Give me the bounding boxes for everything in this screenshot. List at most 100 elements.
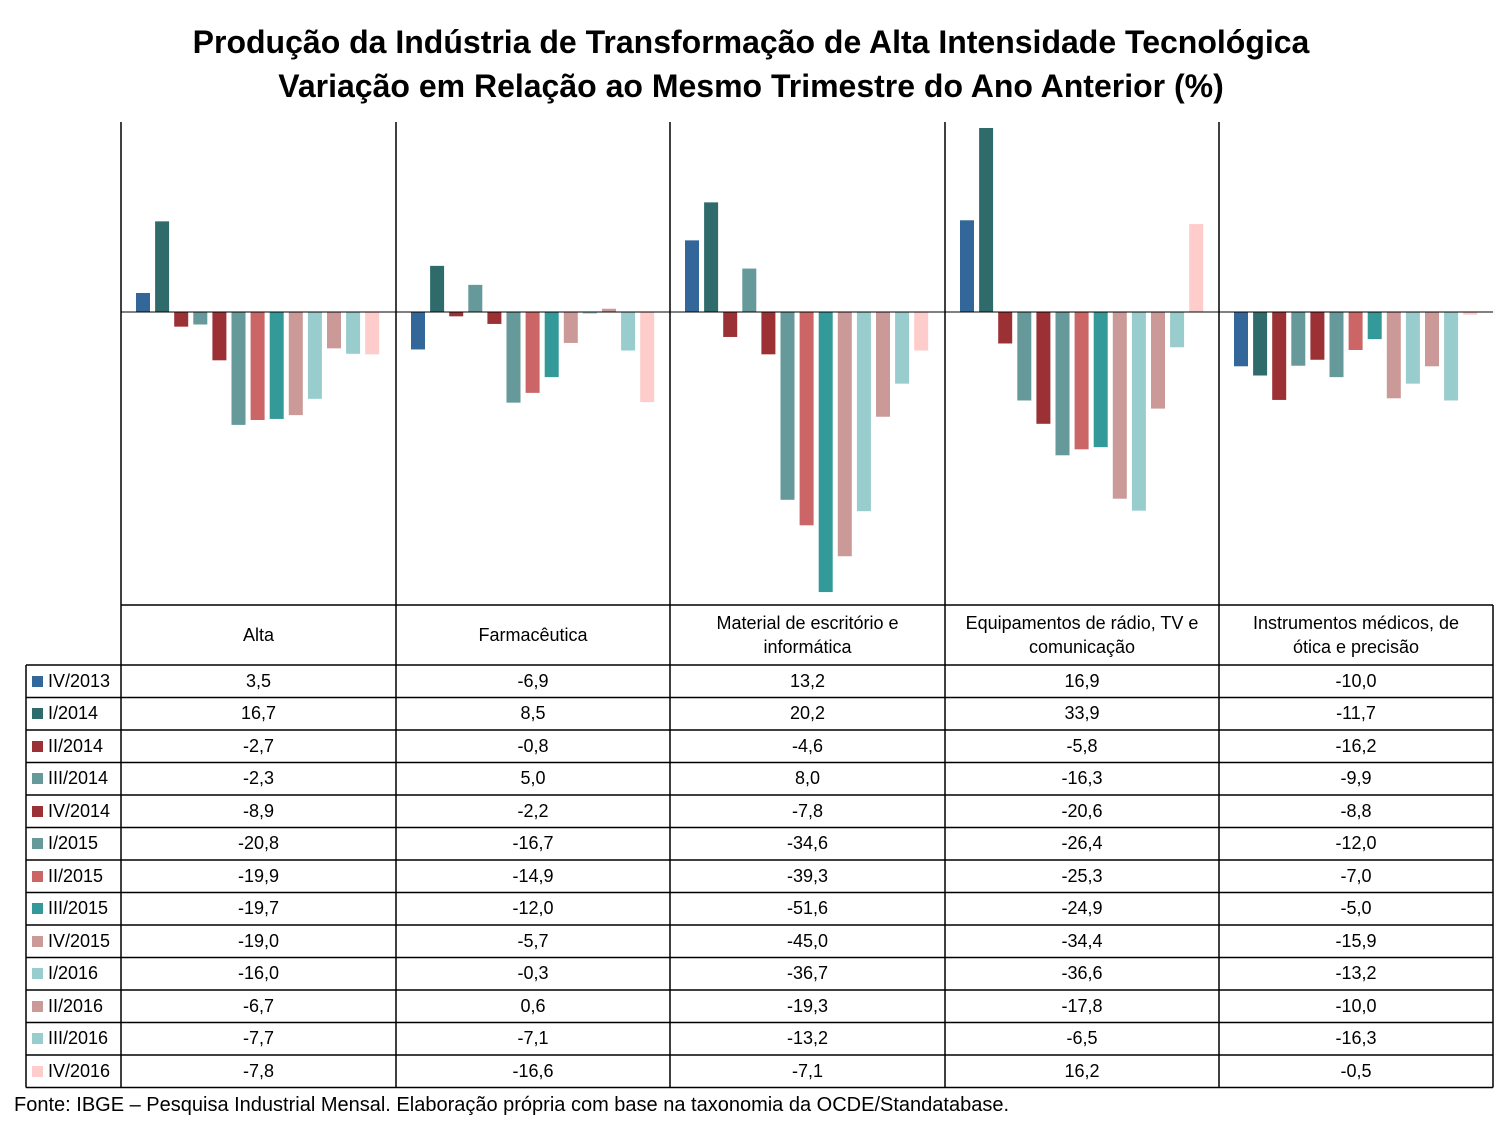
legend-row-label: I/2015	[26, 828, 120, 860]
bar-II-2014-1	[449, 312, 464, 317]
bar-III-2016-4	[1444, 312, 1459, 401]
bar-I-2015-2	[780, 312, 795, 500]
bar-II-2014-0	[174, 312, 189, 327]
table-cell: -19,0	[237, 930, 280, 951]
bar-II-2016-4	[1425, 312, 1439, 367]
table-cell: -7,8	[242, 1060, 275, 1081]
bar-IV-2016-2	[914, 312, 929, 351]
category-label-4: Instrumentos médicos, de ótica e precisão	[1252, 613, 1460, 657]
bar-III-2015-2	[818, 312, 833, 593]
table-cell: -2,3	[242, 768, 275, 788]
table-cell: 16,7	[240, 703, 277, 723]
table-cell: -5,7	[517, 930, 549, 951]
bar-IV-2016-0	[365, 312, 380, 355]
bar-IV-2014-0	[212, 312, 227, 361]
bar-IV-2016-4	[1463, 312, 1478, 315]
table-cell: -0,3	[517, 963, 549, 983]
series-name: IV/2014	[48, 800, 111, 821]
bar-II-2014-2	[723, 312, 738, 337]
legend-swatch	[32, 805, 43, 817]
bar-III-2014-1	[468, 284, 483, 312]
table-cell: -25,3	[1061, 865, 1103, 886]
bar-I-2015-1	[506, 312, 521, 403]
legend-row-label: II/2016	[26, 990, 120, 1022]
table-cell: -7,0	[1340, 865, 1372, 886]
series-name: I/2014	[48, 703, 99, 723]
legend-row-label: III/2014	[26, 763, 120, 795]
table-cell: -51,6	[786, 898, 829, 918]
legend-swatch	[32, 740, 43, 752]
bar-IV-2013-0	[136, 293, 150, 312]
table-cell: -7,8	[791, 800, 824, 821]
series-name: IV/2015	[48, 930, 111, 951]
bar-II-2015-2	[799, 312, 814, 526]
table-cell: -5,0	[1340, 898, 1372, 918]
series-name: I/2016	[48, 963, 99, 983]
table-cell: -7,7	[242, 1028, 275, 1048]
table-cell: -19,7	[237, 898, 280, 918]
bar-IV-2013-2	[685, 240, 699, 312]
bar-IV-2014-2	[761, 312, 776, 355]
bar-III-2015-3	[1093, 312, 1108, 448]
bar-I-2016-0	[307, 312, 322, 399]
table-cell: -16,6	[512, 1060, 554, 1081]
table-cell: -4,6	[791, 735, 824, 756]
series-name: IV/2016	[48, 1060, 111, 1081]
table-cell: -13,2	[1335, 963, 1377, 983]
table-cell: 20,2	[789, 703, 826, 723]
table-cell: -0,5	[1340, 1060, 1372, 1081]
table-cell: -8,9	[242, 800, 275, 821]
table-cell: -45,0	[786, 930, 829, 951]
table-cell: -20,6	[1061, 800, 1103, 821]
table-cell: -11,7	[1336, 703, 1376, 723]
table-cell: 16,9	[1064, 670, 1100, 691]
table-cell: -19,3	[786, 995, 829, 1016]
legend-swatch	[32, 675, 43, 687]
table-cell: 33,9	[1064, 703, 1100, 723]
legend-swatch	[32, 773, 43, 784]
table-cell: 8,5	[520, 703, 546, 723]
table-cell: 13,2	[789, 670, 826, 691]
bar-I-2016-4	[1405, 312, 1420, 384]
bar-III-2016-2	[895, 312, 910, 384]
table-cell: 5,0	[520, 768, 546, 788]
legend-row-label: III/2016	[26, 1023, 120, 1055]
bar-II-2016-2	[876, 312, 890, 417]
bar-II-2014-3	[998, 312, 1013, 344]
bar-II-2015-3	[1074, 312, 1089, 450]
legend-swatch	[32, 968, 43, 979]
bar-IV-2014-1	[487, 312, 502, 324]
legend-swatch	[32, 1000, 43, 1012]
bar-III-2014-3	[1017, 312, 1032, 401]
chart-title-line1: Produção da Indústria de Transformação d…	[192, 24, 1310, 60]
legend-row-label: II/2014	[26, 730, 120, 762]
table-cell: -7,1	[517, 1028, 549, 1048]
table-cell: -16,3	[1061, 768, 1103, 788]
series-name: II/2014	[48, 735, 104, 756]
table-cell: -19,9	[237, 865, 280, 886]
bar-I-2016-1	[582, 312, 597, 314]
table-cell: -16,2	[1335, 735, 1377, 756]
legend-swatch	[32, 1065, 43, 1077]
category-label-1: Farmacêutica	[478, 625, 588, 645]
table-cell: -39,3	[786, 865, 829, 886]
bar-I-2015-4	[1329, 312, 1344, 378]
bar-IV-2016-3	[1189, 224, 1204, 312]
table-cell: -34,6	[786, 833, 829, 853]
legend-swatch	[32, 870, 43, 882]
bar-III-2014-0	[193, 312, 208, 325]
legend-row-label: I/2016	[26, 958, 120, 990]
legend-row-label: IV/2016	[26, 1055, 120, 1087]
bar-II-2014-4	[1272, 312, 1287, 400]
table-cell: -2,2	[517, 800, 549, 821]
bar-III-2015-0	[269, 312, 284, 419]
bar-I-2015-3	[1055, 312, 1070, 456]
series-name: I/2015	[48, 833, 99, 853]
bar-IV-2015-0	[288, 312, 303, 416]
table-cell: -24,9	[1061, 898, 1103, 918]
table-cell: -17,8	[1061, 995, 1103, 1016]
table-cell: -13,2	[786, 1028, 829, 1048]
legend-row-label: II/2015	[26, 860, 120, 892]
bar-I-2014-2	[704, 202, 719, 312]
